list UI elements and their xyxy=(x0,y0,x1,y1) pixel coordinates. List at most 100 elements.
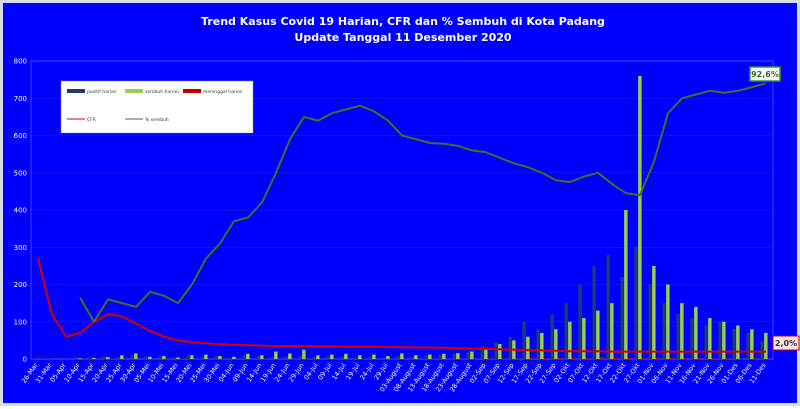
bar xyxy=(666,285,669,360)
bar xyxy=(88,358,91,359)
bar xyxy=(116,357,119,359)
bar xyxy=(190,355,193,359)
y-tick-label: 500 xyxy=(14,169,27,177)
bar xyxy=(586,358,589,359)
callout-sembuh-text: 92,6% xyxy=(751,70,779,79)
bar xyxy=(726,358,729,359)
chart-subtitle: Update Tanggal 11 Desember 2020 xyxy=(294,31,512,44)
bar xyxy=(158,356,161,359)
bar xyxy=(368,356,371,359)
bar xyxy=(218,356,221,359)
callout-cfr: 2,0% xyxy=(773,336,799,350)
bar xyxy=(746,333,749,359)
chart-title: Trend Kasus Covid 19 Harian, CFR dan % S… xyxy=(201,15,605,28)
legend-label-cfr: CFR xyxy=(87,117,96,123)
bar xyxy=(284,357,287,359)
bar xyxy=(386,356,389,359)
bar xyxy=(690,318,693,359)
bar xyxy=(176,358,179,359)
bar xyxy=(340,357,343,359)
bar xyxy=(60,358,63,359)
bar xyxy=(754,358,757,359)
bar xyxy=(358,355,361,359)
bar xyxy=(722,322,725,359)
x-axis: 26-Mar31-Mar05-Apr10-Apr15-Apr20-Apr25-A… xyxy=(20,361,768,393)
bar xyxy=(396,356,399,359)
bar xyxy=(642,358,645,359)
bar xyxy=(544,358,547,359)
bar xyxy=(410,357,413,359)
bar xyxy=(106,357,109,359)
callout-cfr-text: 2,0% xyxy=(775,339,797,348)
bar xyxy=(536,329,539,359)
bar xyxy=(270,357,273,359)
bar xyxy=(624,210,627,359)
bar xyxy=(134,353,137,359)
bar xyxy=(760,340,763,359)
bar xyxy=(704,325,707,359)
bar xyxy=(550,314,553,359)
bar xyxy=(620,277,623,359)
bar xyxy=(326,356,329,359)
y-tick-label: 700 xyxy=(14,95,27,103)
bar xyxy=(572,358,575,359)
legend-swatch-meninggal xyxy=(183,89,201,93)
bar xyxy=(242,355,245,359)
callout-sembuh: 92,6% xyxy=(750,67,780,81)
y-tick-label: 100 xyxy=(14,318,27,326)
bar xyxy=(298,356,301,359)
bar xyxy=(130,355,133,359)
bar xyxy=(382,357,385,359)
bar xyxy=(764,333,767,359)
bar xyxy=(428,355,431,359)
chart-svg: Trend Kasus Covid 19 Harian, CFR dan % S… xyxy=(3,3,800,409)
bar xyxy=(274,352,277,359)
bar xyxy=(656,358,659,359)
bar xyxy=(750,329,753,359)
bar xyxy=(288,353,291,359)
bar xyxy=(718,322,721,359)
bar xyxy=(638,76,641,359)
bar xyxy=(312,357,315,359)
bar xyxy=(414,355,417,359)
y-tick-label: 0 xyxy=(23,356,27,364)
bar xyxy=(600,357,603,359)
y-tick-label: 800 xyxy=(14,58,27,66)
bar xyxy=(494,342,497,359)
bar xyxy=(592,266,595,359)
bar xyxy=(554,329,557,359)
bar xyxy=(526,337,529,359)
legend-swatch-sembuh xyxy=(125,89,143,93)
bar xyxy=(456,353,459,359)
bar xyxy=(74,357,77,359)
bar xyxy=(438,355,441,359)
bar xyxy=(78,358,81,359)
bar xyxy=(32,358,35,359)
bar xyxy=(200,357,203,359)
bar xyxy=(260,355,263,359)
bar xyxy=(516,358,519,359)
legend-box xyxy=(61,81,253,133)
bar xyxy=(634,247,637,359)
bar xyxy=(578,285,581,360)
bar xyxy=(530,358,533,359)
bar xyxy=(466,352,469,359)
bar xyxy=(568,322,571,359)
bar xyxy=(648,285,651,360)
bar xyxy=(302,350,305,359)
bar xyxy=(522,322,525,359)
bar xyxy=(232,357,235,359)
legend-label-sembuh-pct: % sembuh xyxy=(145,117,169,123)
bar xyxy=(442,354,445,359)
y-tick-label: 200 xyxy=(14,281,27,289)
bar xyxy=(698,358,701,359)
bar xyxy=(736,325,739,359)
bar xyxy=(204,355,207,359)
legend-label-sembuh: sembuh harian xyxy=(145,89,179,95)
bar xyxy=(582,318,585,359)
bar xyxy=(508,337,511,359)
legend-swatch-positif xyxy=(67,89,85,93)
bar xyxy=(540,333,543,359)
bar xyxy=(470,352,473,359)
